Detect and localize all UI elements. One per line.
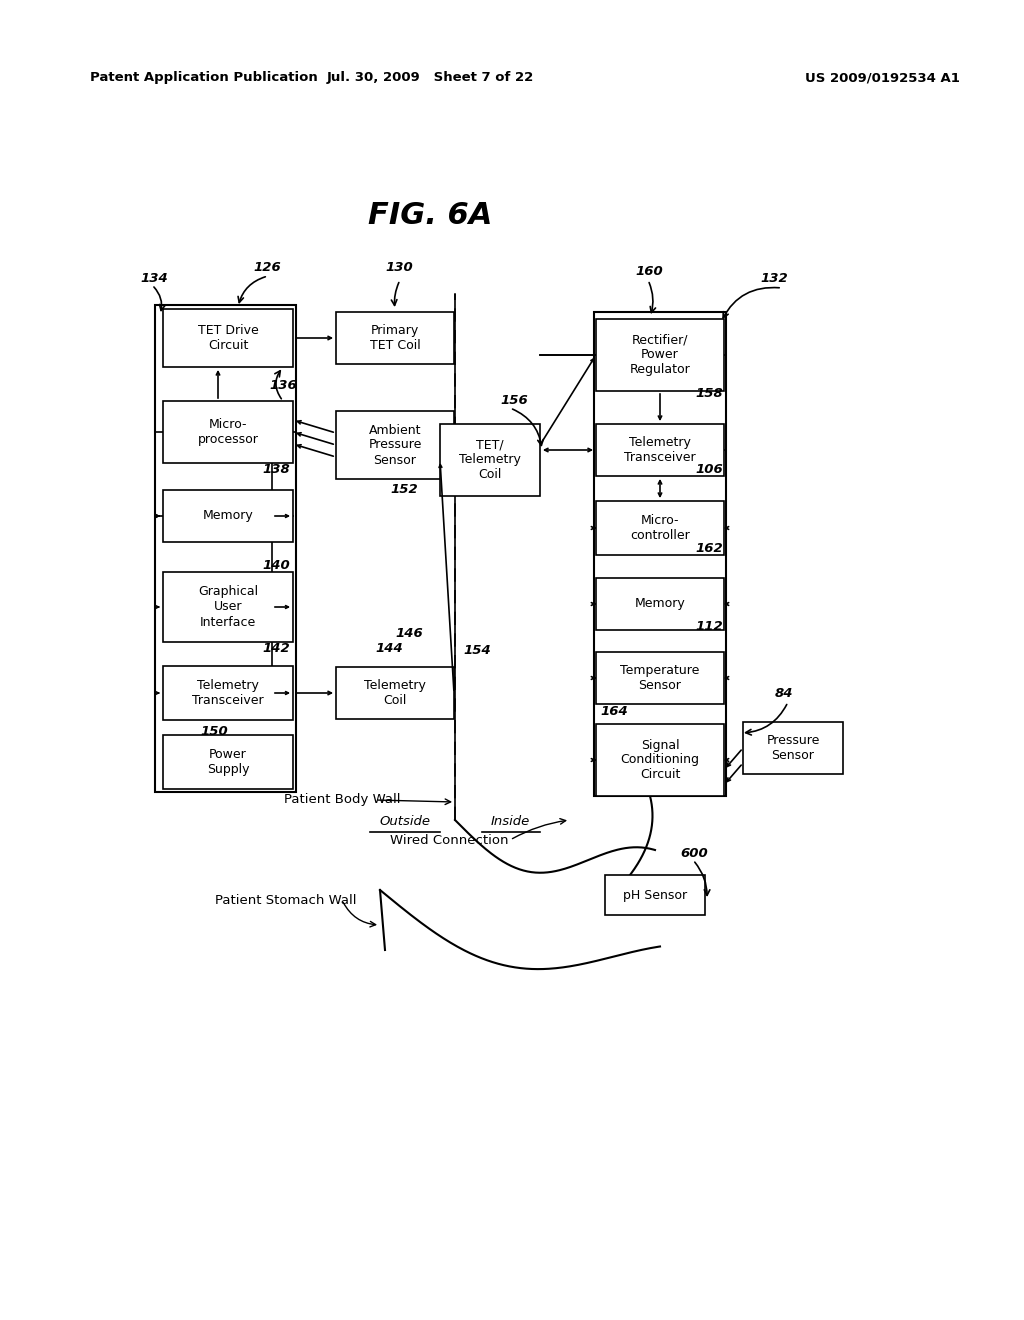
Text: Rectifier/
Power
Regulator: Rectifier/ Power Regulator <box>630 334 690 376</box>
Bar <box>163 667 293 719</box>
Text: 164: 164 <box>600 705 628 718</box>
Text: Graphical
User
Interface: Graphical User Interface <box>198 586 258 628</box>
Bar <box>163 490 293 543</box>
Text: 160: 160 <box>635 265 663 279</box>
Text: Telemetry
Coil: Telemetry Coil <box>365 678 426 708</box>
Text: 156: 156 <box>500 393 527 407</box>
Text: Jul. 30, 2009   Sheet 7 of 22: Jul. 30, 2009 Sheet 7 of 22 <box>327 71 534 84</box>
Text: 106: 106 <box>695 463 723 477</box>
Bar <box>163 572 293 642</box>
Text: Pressure
Sensor: Pressure Sensor <box>766 734 819 762</box>
Text: Telemetry
Transceiver: Telemetry Transceiver <box>625 436 696 465</box>
Text: TET/
Telemetry
Coil: TET/ Telemetry Coil <box>459 438 521 482</box>
Text: 130: 130 <box>385 261 413 275</box>
Text: 152: 152 <box>390 483 418 496</box>
Text: 126: 126 <box>253 261 281 275</box>
Text: 600: 600 <box>680 847 708 861</box>
Bar <box>336 411 454 479</box>
Text: 132: 132 <box>760 272 787 285</box>
Text: Memory: Memory <box>203 510 253 523</box>
Text: 150: 150 <box>200 725 227 738</box>
Text: Inside: Inside <box>490 814 529 828</box>
Text: 112: 112 <box>695 620 723 634</box>
Text: Wired Connection: Wired Connection <box>390 833 509 846</box>
Text: Signal
Conditioning
Circuit: Signal Conditioning Circuit <box>621 738 699 781</box>
Text: Temperature
Sensor: Temperature Sensor <box>621 664 699 692</box>
Text: 144: 144 <box>375 642 402 655</box>
Text: 84: 84 <box>775 686 794 700</box>
Text: 134: 134 <box>140 272 168 285</box>
Text: 140: 140 <box>262 558 290 572</box>
Bar <box>163 401 293 463</box>
Bar <box>163 309 293 367</box>
Bar <box>605 875 705 915</box>
Text: Ambient
Pressure
Sensor: Ambient Pressure Sensor <box>369 424 422 466</box>
Text: 146: 146 <box>395 627 423 640</box>
Text: Micro-
processor: Micro- processor <box>198 418 258 446</box>
Text: 158: 158 <box>695 387 723 400</box>
Text: FIG. 6A: FIG. 6A <box>368 201 493 230</box>
Text: Outside: Outside <box>380 814 430 828</box>
Text: US 2009/0192534 A1: US 2009/0192534 A1 <box>805 71 961 84</box>
Bar <box>596 652 724 704</box>
Bar <box>596 578 724 630</box>
Bar <box>594 312 726 796</box>
Text: 162: 162 <box>695 543 723 554</box>
Bar <box>440 424 540 496</box>
Text: pH Sensor: pH Sensor <box>623 888 687 902</box>
Bar <box>743 722 843 774</box>
Text: Patient Stomach Wall: Patient Stomach Wall <box>215 894 356 907</box>
Text: TET Drive
Circuit: TET Drive Circuit <box>198 323 258 352</box>
Bar <box>336 667 454 719</box>
Bar <box>596 424 724 477</box>
Text: Micro-
controller: Micro- controller <box>630 513 690 543</box>
Text: 154: 154 <box>463 644 490 657</box>
Text: Patient Body Wall: Patient Body Wall <box>284 793 400 807</box>
Bar <box>596 319 724 391</box>
Text: 138: 138 <box>262 463 290 477</box>
Bar <box>336 312 454 364</box>
Text: Primary
TET Coil: Primary TET Coil <box>370 323 421 352</box>
Text: Patent Application Publication: Patent Application Publication <box>90 71 317 84</box>
Bar <box>163 735 293 789</box>
Bar <box>155 305 296 792</box>
Bar <box>596 723 724 796</box>
Text: 142: 142 <box>262 642 290 655</box>
Text: Power
Supply: Power Supply <box>207 748 249 776</box>
Text: Memory: Memory <box>635 598 685 610</box>
Text: 136: 136 <box>269 379 297 392</box>
Text: Telemetry
Transceiver: Telemetry Transceiver <box>193 678 264 708</box>
Bar <box>596 502 724 554</box>
